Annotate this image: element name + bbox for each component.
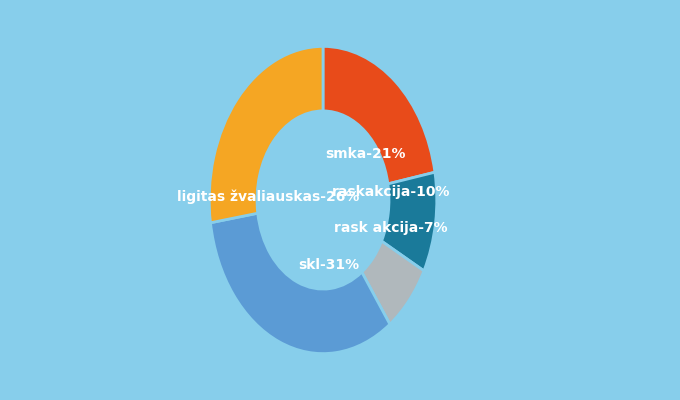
Wedge shape — [211, 213, 390, 354]
Text: smka-21%: smka-21% — [325, 147, 405, 161]
Wedge shape — [323, 46, 435, 184]
Wedge shape — [362, 241, 424, 324]
Text: skl-31%: skl-31% — [298, 258, 359, 272]
Text: raskakcija-10%: raskakcija-10% — [332, 185, 451, 199]
Wedge shape — [381, 172, 437, 271]
Text: ligitas žvaliauskas-26%: ligitas žvaliauskas-26% — [177, 190, 360, 204]
Text: rask akcija-7%: rask akcija-7% — [335, 221, 448, 235]
Wedge shape — [209, 46, 323, 223]
